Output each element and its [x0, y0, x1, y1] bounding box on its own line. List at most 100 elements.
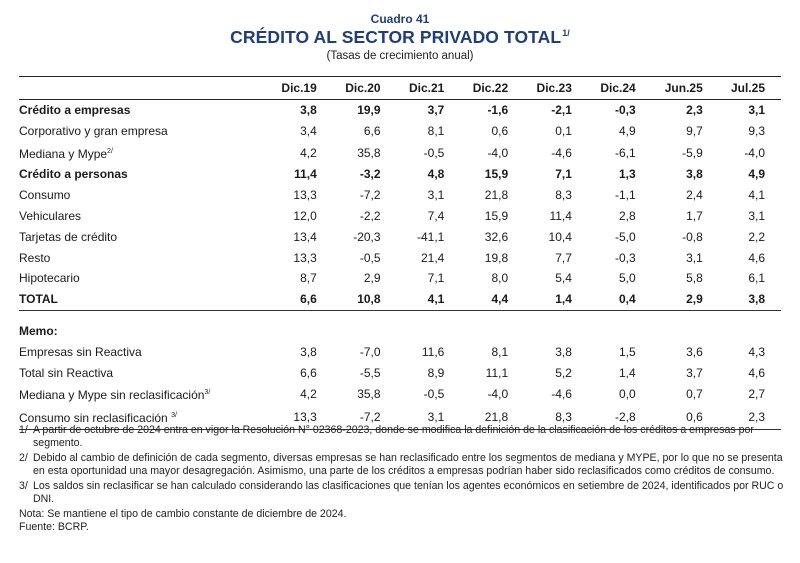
value-cell: 13,3 — [293, 250, 317, 265]
value-cell: 1,3 — [619, 167, 636, 182]
value-cell: 4,1 — [396, 289, 461, 311]
value-cell: 3,8 — [555, 344, 572, 359]
value-cell: 1,5 — [619, 344, 636, 359]
title-note: 1/ — [562, 28, 570, 38]
value-cell: 11,1 — [485, 365, 509, 380]
value-cell: 35,8 — [357, 387, 381, 402]
value-cell: 0,7 — [686, 387, 703, 402]
value-cell: 9,3 — [748, 123, 765, 138]
value-cell: 10,8 — [332, 289, 397, 311]
value-cell: 21,4 — [420, 250, 445, 265]
value-cell: 3,7 — [427, 103, 445, 117]
row-footnote-ref: 3/ — [204, 389, 211, 397]
value-cell: -0,5 — [359, 250, 381, 265]
table-row: Corporativo y gran empresa 3,4 6,6 8,1 0,6 0,… — [19, 121, 781, 142]
value-cell: 2,8 — [619, 208, 636, 223]
value-cell: 8,1 — [491, 344, 509, 359]
value-cell: 13,3 — [293, 188, 317, 203]
value-cell: 2,7 — [748, 387, 765, 402]
col-header: Dic.24 — [587, 76, 652, 100]
col-header: Dic.21 — [396, 76, 461, 100]
value-cell: 4,2 — [300, 145, 317, 160]
value-cell: 21,8 — [484, 188, 509, 203]
value-cell: -3,2 — [359, 167, 381, 182]
value-cell: -2,8 — [587, 406, 652, 430]
value-cell: 2,9 — [651, 289, 719, 311]
value-cell: 8,3 — [555, 188, 572, 203]
value-cell: 7,7 — [555, 250, 572, 265]
table-row: Mediana y Mype2/4,2 35,8 -0,5 -4,0 -4,6 -6,1 -… — [19, 142, 781, 165]
value-cell: 4,4 — [460, 289, 525, 311]
row-label: Mediana y Mype2/ — [19, 142, 269, 165]
row-label: Total sin Reactiva — [19, 365, 114, 380]
value-cell: 3,1 — [686, 250, 703, 265]
value-cell: 5,0 — [619, 271, 636, 286]
value-cell: 1,7 — [686, 208, 703, 223]
value-cell: 4,6 — [748, 250, 765, 265]
value-cell: 2,3 — [718, 406, 781, 430]
table-row: Mediana y Mype sin reclasificación3/4,2 3… — [19, 383, 781, 406]
row-label: Crédito a empresas — [19, 103, 131, 117]
value-cell: 35,8 — [357, 145, 381, 160]
value-cell: 19,8 — [484, 250, 509, 265]
value-cell: 2,4 — [686, 188, 703, 203]
value-cell: 0,0 — [619, 387, 636, 402]
footnote-3: 3/Los saldos sin reclasificar se han cal… — [19, 480, 784, 506]
col-header: Jun.25 — [651, 76, 719, 100]
value-cell: 6,6 — [363, 123, 381, 138]
value-cell: 4,3 — [748, 344, 765, 359]
value-cell: 21,8 — [460, 406, 525, 430]
value-cell: 8,7 — [300, 271, 317, 286]
table-row: Crédito a personas 11,4 -3,2 4,8 15,9 7,1 1,3 3… — [19, 164, 781, 185]
col-header: Dic.23 — [524, 76, 588, 100]
row-label: Empresas sin Reactiva — [19, 344, 142, 359]
value-cell: 11,4 — [549, 208, 572, 223]
table-row: Total sin Reactiva 6,6 -5,5 8,9 11,1 5,2 1,4 3,… — [19, 363, 781, 384]
value-cell: -4,6 — [551, 387, 572, 402]
spacer-row — [19, 310, 781, 321]
header-row: Dic.19 Dic.20 Dic.21 Dic.22 Dic.23 Dic.2… — [19, 76, 781, 100]
value-cell: 3,4 — [300, 123, 317, 138]
value-cell: 6,6 — [269, 289, 333, 311]
note-exchange-rate: Nota: Se mantiene el tipo de cambio cons… — [19, 508, 347, 520]
value-cell: 3,1 — [396, 406, 461, 430]
value-cell: 13,3 — [269, 406, 333, 430]
value-cell: -0,5 — [423, 387, 445, 402]
value-cell: 1,4 — [524, 289, 588, 311]
value-cell: 5,4 — [555, 271, 572, 286]
footnote-text: Los saldos sin reclasificar se han calcu… — [33, 480, 784, 505]
value-cell: 2,9 — [363, 271, 381, 286]
footnotes: 1/A partir de octubre de 2024 entra en v… — [19, 424, 784, 534]
title-text: CRÉDITO AL SECTOR PRIVADO TOTAL — [230, 27, 562, 47]
value-cell: 5,2 — [555, 365, 572, 380]
value-cell: 4,9 — [748, 167, 765, 182]
row-label: Corporativo y gran empresa — [19, 123, 168, 138]
col-header: Dic.19 — [269, 76, 333, 100]
spacer-cell — [19, 310, 781, 321]
value-cell: 5,8 — [686, 271, 703, 286]
table-row: Empresas sin Reactiva 3,8 -7,0 11,6 8,1 3,8 1,… — [19, 342, 781, 363]
col-header: Dic.20 — [332, 76, 397, 100]
value-cell: 12,0 — [293, 208, 317, 223]
value-cell: -4,6 — [551, 145, 572, 160]
value-cell: -5,5 — [359, 365, 381, 380]
value-cell: -2,1 — [551, 103, 572, 117]
value-cell: 2,2 — [748, 229, 765, 244]
value-cell: 3,8 — [300, 103, 317, 117]
value-cell: 4,8 — [427, 167, 445, 182]
credit-growth-table: Dic.19 Dic.20 Dic.21 Dic.22 Dic.23 Dic.2… — [19, 76, 781, 430]
table-row: Tarjetas de crédito 13,4 -20,3 -41,1 32,6 10,… — [19, 227, 781, 248]
footnote-key: 3/ — [19, 480, 28, 492]
value-cell: -5,0 — [615, 229, 636, 244]
value-cell: -4,0 — [487, 145, 509, 160]
value-cell: 10,4 — [548, 229, 572, 244]
value-cell: 4,6 — [748, 365, 765, 380]
value-cell: 0,6 — [651, 406, 719, 430]
value-cell: 11,6 — [421, 344, 445, 359]
value-cell: 3,1 — [748, 208, 765, 223]
value-cell: 1,4 — [619, 365, 636, 380]
page-title: CRÉDITO AL SECTOR PRIVADO TOTAL1/ — [0, 27, 800, 48]
value-cell: 8,9 — [427, 365, 445, 380]
col-header: Jul.25 — [718, 76, 781, 100]
col-header: Dic.22 — [460, 76, 525, 100]
